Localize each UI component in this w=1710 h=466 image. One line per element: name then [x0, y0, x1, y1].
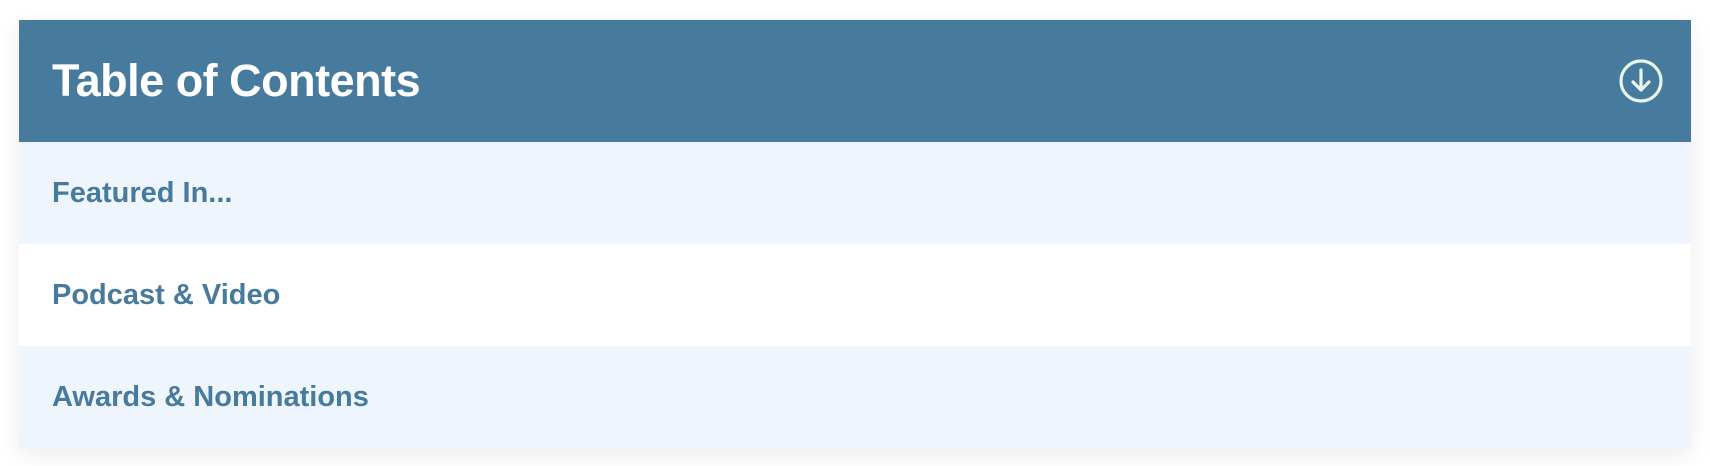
toc-item-featured-in[interactable]: Featured In... [19, 142, 1691, 244]
toc-item-awards-nominations[interactable]: Awards & Nominations [19, 346, 1691, 448]
toc-title: Table of Contents [52, 55, 421, 106]
toc-item-label[interactable]: Podcast & Video [52, 278, 281, 311]
circle-arrow-down-icon [1619, 59, 1663, 103]
toc-item-label[interactable]: Awards & Nominations [52, 380, 369, 413]
table-of-contents: Table of Contents Featured In... Podcast… [19, 20, 1691, 448]
toc-toggle-button[interactable] [1618, 58, 1664, 104]
toc-item-label[interactable]: Featured In... [52, 176, 233, 209]
toc-item-podcast-video[interactable]: Podcast & Video [19, 244, 1691, 346]
toc-header: Table of Contents [19, 20, 1691, 142]
